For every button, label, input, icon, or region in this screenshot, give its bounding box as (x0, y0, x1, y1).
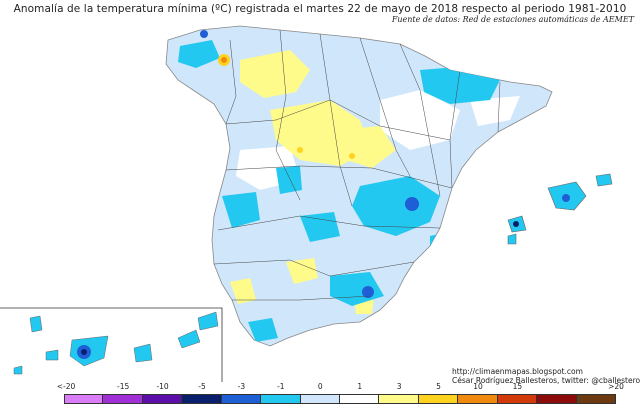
legend-swatch (300, 394, 340, 404)
legend-swatch (221, 394, 262, 404)
legend-swatch (497, 394, 538, 404)
map-title: Anomalía de la temperatura mínima (ºC) r… (13, 3, 627, 15)
legend-label: -5 (198, 382, 206, 391)
legend-label: 15 (512, 382, 523, 391)
legend-label: <-20 (56, 382, 76, 391)
legend-swatch (537, 394, 577, 404)
legend-swatch (103, 394, 143, 404)
color-legend: <-20 -15 -10 -5 -3 -1 0 1 3 5 10 15 >20 (56, 382, 640, 406)
legend-label: -15 (117, 382, 130, 391)
credit-url: http://climaenmapas.blogspot.com (452, 367, 583, 376)
legend-label: 1 (357, 382, 363, 391)
legend-swatch (64, 394, 104, 404)
anomaly-map (0, 25, 613, 382)
legend-label: -10 (156, 382, 169, 391)
legend-swatch (458, 394, 498, 404)
legend-swatch (418, 394, 459, 404)
credit-author: César Rodríguez Ballesteros, twitter: @c… (452, 376, 640, 385)
legend-label: -3 (237, 382, 246, 391)
balearic-islands (507, 173, 613, 245)
legend-swatch (576, 394, 616, 404)
legend-label: 5 (436, 382, 441, 391)
legend-label: 10 (473, 382, 483, 391)
legend-swatch (182, 394, 222, 404)
peninsula-map (165, 25, 553, 347)
legend-swatch (142, 394, 183, 404)
legend-swatch (340, 394, 380, 404)
data-source: Fuente de datos: Red de estaciones autom… (391, 15, 634, 24)
canary-inset (0, 307, 223, 382)
legend-label: >20 (608, 382, 624, 391)
legend-label: 0 (317, 382, 323, 391)
legend-label: 3 (396, 382, 402, 391)
legend-swatch (261, 394, 301, 404)
legend-swatch (379, 394, 419, 404)
legend-label: -1 (277, 382, 285, 391)
